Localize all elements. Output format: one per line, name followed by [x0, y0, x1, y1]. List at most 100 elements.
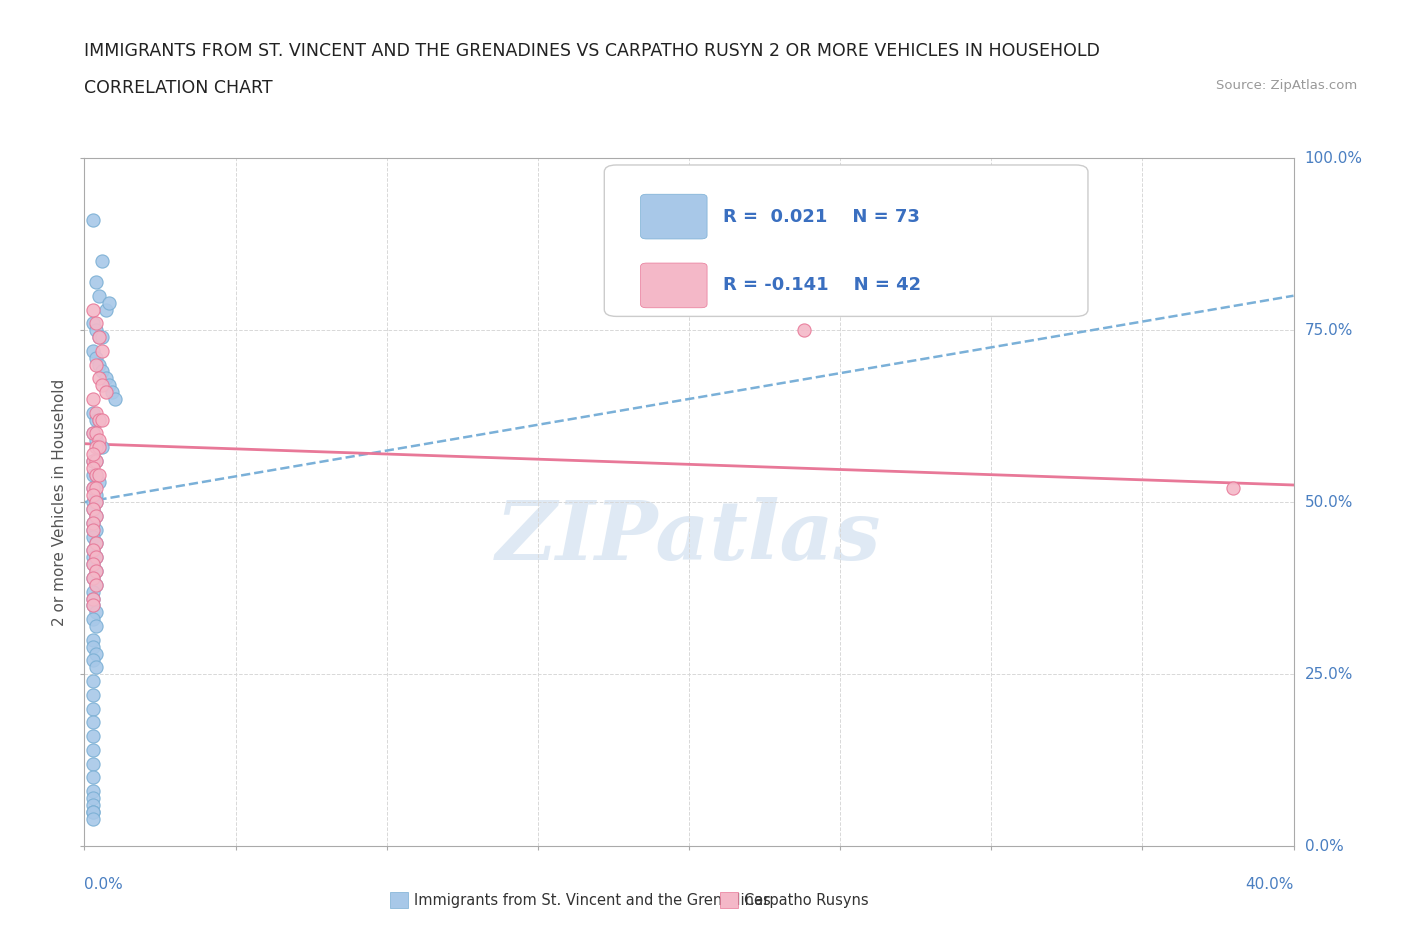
Point — [86, 351, 108, 365]
Point — [89, 440, 111, 455]
Point — [86, 323, 108, 338]
Point — [82, 481, 104, 496]
Point — [82, 454, 104, 469]
Point — [86, 564, 108, 578]
Point — [86, 509, 108, 524]
Point — [86, 316, 108, 331]
Point — [86, 578, 108, 592]
Point — [82, 598, 104, 613]
Point — [91, 412, 114, 427]
Point — [86, 509, 108, 524]
Point — [86, 564, 108, 578]
Point — [91, 343, 114, 358]
Point — [82, 515, 104, 530]
Text: Carpatho Rusyns: Carpatho Rusyns — [744, 893, 869, 908]
Point — [86, 405, 108, 420]
Point — [89, 412, 111, 427]
Point — [82, 673, 104, 688]
Text: Immigrants from St. Vincent and the Grenadines: Immigrants from St. Vincent and the Gren… — [413, 893, 770, 908]
Point — [86, 412, 108, 427]
FancyBboxPatch shape — [641, 194, 707, 239]
Point — [86, 578, 108, 592]
Point — [86, 426, 108, 441]
Point — [86, 467, 108, 482]
Point — [89, 371, 111, 386]
Point — [86, 495, 108, 510]
Point — [86, 523, 108, 538]
Point — [793, 323, 815, 338]
Text: IMMIGRANTS FROM ST. VINCENT AND THE GRENADINES VS CARPATHO RUSYN 2 OR MORE VEHIC: IMMIGRANTS FROM ST. VINCENT AND THE GREN… — [84, 42, 1101, 60]
Point — [82, 804, 104, 819]
Point — [82, 543, 104, 558]
Point — [86, 660, 108, 675]
Point — [82, 529, 104, 544]
Point — [82, 784, 104, 799]
Point — [82, 426, 104, 441]
Point — [86, 488, 108, 503]
Point — [86, 536, 108, 551]
Point — [91, 440, 114, 455]
Point — [82, 446, 104, 461]
Point — [82, 570, 104, 585]
Point — [91, 364, 114, 379]
Bar — [720, 892, 738, 908]
Point — [89, 329, 111, 344]
Point — [89, 467, 111, 482]
Point — [82, 687, 104, 702]
Text: CORRELATION CHART: CORRELATION CHART — [84, 79, 273, 97]
Point — [86, 618, 108, 633]
Point — [82, 570, 104, 585]
Point — [86, 357, 108, 372]
Point — [82, 501, 104, 516]
Point — [86, 481, 108, 496]
FancyBboxPatch shape — [641, 263, 707, 308]
Point — [86, 550, 108, 565]
Point — [86, 440, 108, 455]
Point — [82, 501, 104, 516]
Point — [86, 467, 108, 482]
Point — [82, 591, 104, 606]
Point — [82, 701, 104, 716]
Text: 100.0%: 100.0% — [1305, 151, 1362, 166]
Text: 0.0%: 0.0% — [84, 877, 124, 892]
Text: 75.0%: 75.0% — [1305, 323, 1353, 338]
Y-axis label: 2 or more Vehicles in Household: 2 or more Vehicles in Household — [52, 379, 67, 626]
Point — [82, 515, 104, 530]
Point — [82, 798, 104, 813]
Point — [82, 550, 104, 565]
Point — [86, 454, 108, 469]
Point — [89, 412, 111, 427]
Point — [82, 460, 104, 475]
Point — [104, 392, 127, 406]
Text: 50.0%: 50.0% — [1305, 495, 1353, 510]
Point — [94, 302, 117, 317]
Text: 0.0%: 0.0% — [1305, 839, 1343, 854]
Point — [100, 385, 122, 400]
Point — [82, 392, 104, 406]
Point — [86, 550, 108, 565]
Point — [82, 316, 104, 331]
Point — [82, 729, 104, 744]
Text: 40.0%: 40.0% — [1246, 877, 1294, 892]
Text: ZIPatlas: ZIPatlas — [496, 497, 882, 577]
Point — [82, 639, 104, 654]
Point — [86, 454, 108, 469]
Point — [89, 288, 111, 303]
Point — [82, 454, 104, 469]
Point — [82, 770, 104, 785]
Point — [82, 811, 104, 826]
Point — [82, 557, 104, 572]
Point — [82, 653, 104, 668]
Point — [86, 274, 108, 289]
Point — [82, 598, 104, 613]
Point — [89, 357, 111, 372]
Point — [91, 254, 114, 269]
Point — [82, 742, 104, 757]
Point — [82, 756, 104, 771]
Point — [91, 378, 114, 392]
Point — [94, 385, 117, 400]
Point — [1222, 481, 1244, 496]
Point — [82, 213, 104, 228]
Point — [86, 536, 108, 551]
Point — [89, 329, 111, 344]
